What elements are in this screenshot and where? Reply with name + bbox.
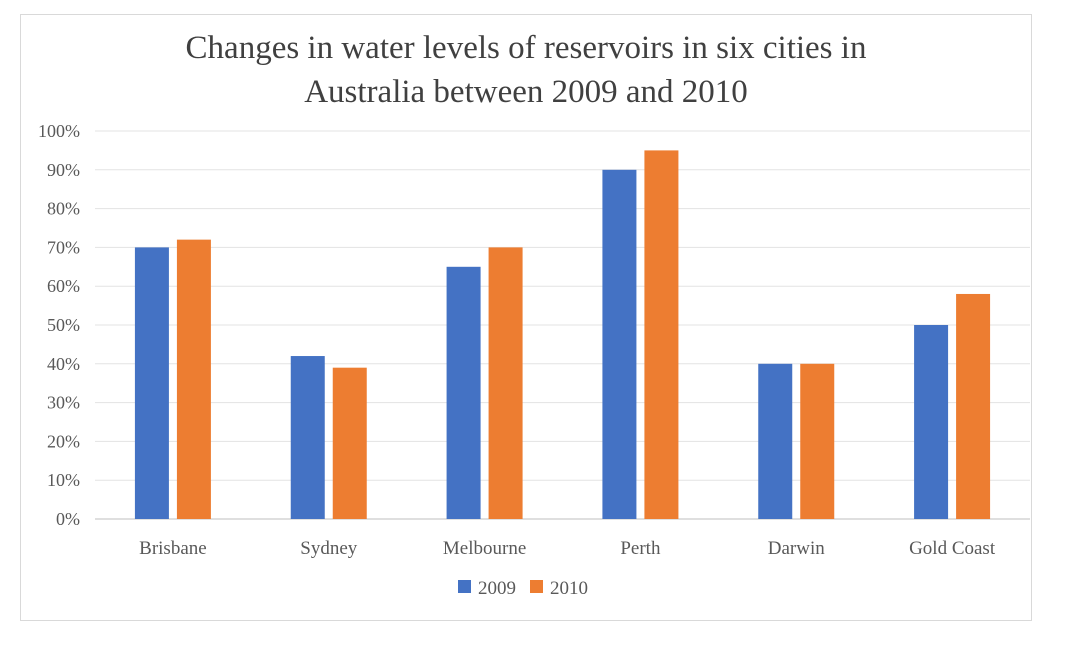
bar-2010-gold-coast xyxy=(956,293,991,519)
x-category-label: Brisbane xyxy=(139,538,207,559)
bar-2010-darwin xyxy=(800,363,835,519)
y-tick-label: 0% xyxy=(56,509,80,529)
y-tick-label: 50% xyxy=(47,315,80,335)
bar-2010-sydney xyxy=(332,367,367,519)
x-category-label: Sydney xyxy=(300,538,358,559)
legend-label-2010: 2010 xyxy=(550,578,588,599)
gridlines xyxy=(95,130,1030,520)
x-category-label: Gold Coast xyxy=(909,538,996,559)
y-tick-label: 90% xyxy=(47,160,80,180)
bar-2009-darwin xyxy=(758,363,793,519)
bar-2010-perth xyxy=(644,150,679,519)
bar-2009-melbourne xyxy=(446,266,481,519)
bar-2009-brisbane xyxy=(134,247,169,519)
bar-2009-gold-coast xyxy=(914,325,949,519)
bars xyxy=(134,150,991,520)
y-tick-label: 80% xyxy=(47,199,80,219)
chart-title-line-2: Australia between 2009 and 2010 xyxy=(304,74,748,110)
bar-2009-sydney xyxy=(290,356,325,519)
x-axis-categories: Brisbane Sydney Melbourne Perth Darwin Gold C… xyxy=(139,538,996,559)
legend-swatch-2009 xyxy=(458,580,471,593)
y-tick-label: 10% xyxy=(47,470,80,490)
x-category-label: Darwin xyxy=(768,538,825,559)
legend-swatch-2010 xyxy=(530,580,543,593)
chart-title: Changes in water levels of reservoirs in… xyxy=(20,26,1032,114)
x-category-label: Perth xyxy=(620,538,661,559)
y-tick-label: 20% xyxy=(47,431,80,451)
legend: 2009 2010 xyxy=(458,578,588,599)
chart-title-line-1: Changes in water levels of reservoirs in… xyxy=(185,30,867,66)
x-category-label: Melbourne xyxy=(443,538,526,559)
y-tick-label: 100% xyxy=(38,121,80,141)
y-tick-label: 70% xyxy=(47,237,80,257)
legend-label-2009: 2009 xyxy=(478,578,516,599)
bar-2009-perth xyxy=(602,169,637,520)
y-tick-label: 30% xyxy=(47,393,80,413)
bar-2010-brisbane xyxy=(176,239,211,519)
y-axis-ticks: 0% 10% 20% 30% 40% 50% 60% 70% 80% 90% 100% xyxy=(38,121,80,529)
y-tick-label: 40% xyxy=(47,354,80,374)
bar-2010-melbourne xyxy=(488,247,523,519)
y-tick-label: 60% xyxy=(47,276,80,296)
